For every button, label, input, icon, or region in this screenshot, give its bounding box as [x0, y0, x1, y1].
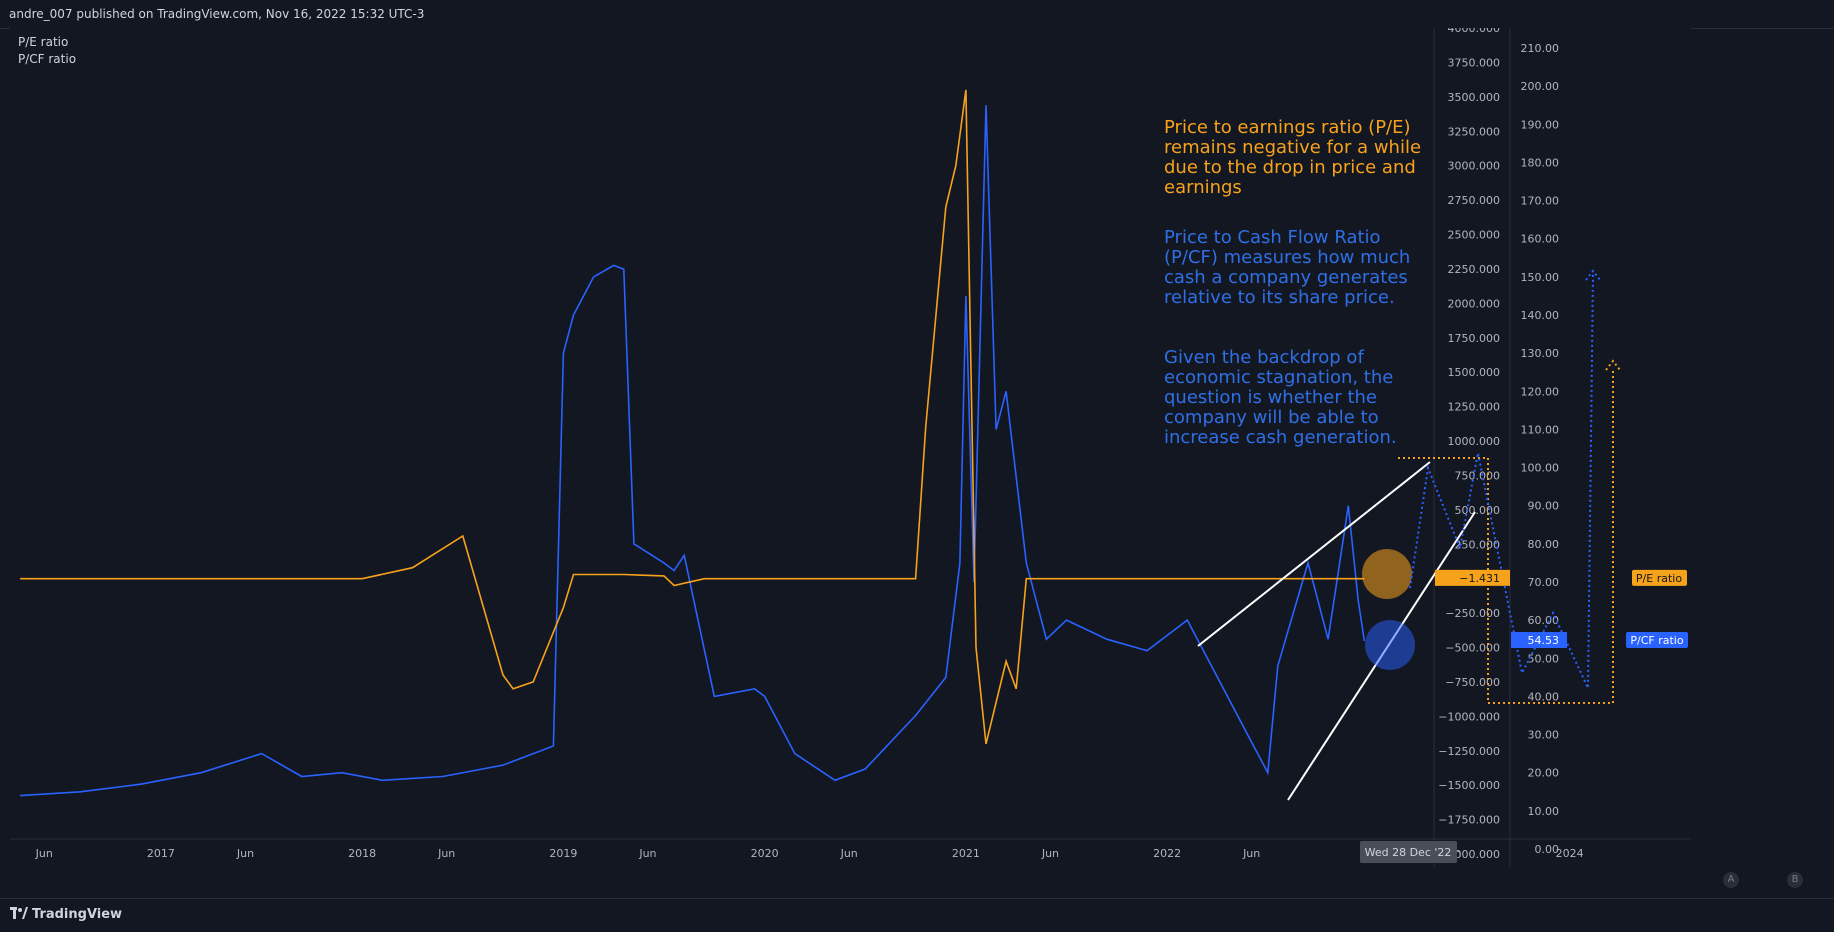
right-axis-tick-label: 190.00 — [1521, 118, 1560, 131]
right-axis-tick-label: 130.00 — [1521, 347, 1560, 360]
right-axis-tick-label: 60.00 — [1528, 614, 1560, 627]
left-axis-tick-label: −1000.000 — [1438, 710, 1500, 723]
x-axis-tick-label: Jun — [638, 847, 656, 860]
left-axis-tick-label: 4000.000 — [1448, 28, 1501, 35]
x-axis-tick-label: 2019 — [549, 847, 577, 860]
pe-value-badge: −1.431 — [1459, 572, 1500, 585]
right-axis-tick-label: 0.00 — [1535, 843, 1560, 856]
left-axis-tick-label: 2500.000 — [1448, 229, 1501, 242]
left-axis-tick-label: 3250.000 — [1448, 125, 1501, 138]
right-axis-tick-label: 30.00 — [1528, 729, 1560, 742]
left-axis-tick-label: −500.000 — [1445, 642, 1500, 655]
left-axis-tick-label: 500.000 — [1455, 504, 1501, 517]
pcf-series-label-bg — [1626, 632, 1688, 649]
left-axis-tick-label: 2250.000 — [1448, 263, 1501, 276]
x-axis-tick-label: 2024 — [1556, 847, 1584, 860]
left-axis-tick-label: −1750.000 — [1438, 814, 1500, 827]
series-line-pcf — [20, 105, 1366, 797]
annotation-pcf: Price to Cash Flow Ratio (P/CF) measures… — [1164, 227, 1411, 308]
highlight-circle-pe — [1362, 549, 1412, 599]
annotation-question: Given the backdrop of economic stagnatio… — [1164, 347, 1397, 448]
annotation-pe: Price to earnings ratio (P/E) remains ne… — [1164, 117, 1422, 198]
chart-area[interactable]: 4000.000 3750.000 3500.000 3250.000 3000.000… — [10, 28, 1691, 867]
crosshair-date-label: Wed 28 Dec '22 — [1365, 846, 1452, 859]
publish-header: andre_007 published on TradingView.com, … — [0, 0, 1834, 29]
legend-item-pcf[interactable]: P/CF ratio — [18, 52, 77, 66]
series-line-pe — [20, 89, 1365, 745]
pcf-series-label: P/CF ratio — [1630, 634, 1683, 647]
projection-path-pe — [1398, 368, 1614, 704]
right-axis-tick-label: 10.00 — [1528, 805, 1560, 818]
right-axis-tick-label: 200.00 — [1521, 80, 1560, 93]
left-axis-tick-label: 1250.000 — [1448, 401, 1501, 414]
left-axis-tick-label: −1250.000 — [1438, 745, 1500, 758]
right-axis-tick-label: 120.00 — [1521, 385, 1560, 398]
chart-svg[interactable]: 4000.000 3750.000 3500.000 3250.000 3000.000… — [10, 28, 1691, 867]
highlight-circle-pcf — [1365, 620, 1415, 670]
right-axis-tick-label: 40.00 — [1528, 690, 1560, 703]
right-axis-tick-label: 50.00 — [1528, 652, 1560, 665]
left-axis-tick-label: 2750.000 — [1448, 194, 1501, 207]
left-axis-tick-label: 750.000 — [1455, 469, 1501, 482]
brand-text: TradingView — [32, 907, 123, 922]
left-axis-tick-label: −1500.000 — [1438, 779, 1500, 792]
projection-arrowhead-pe — [1605, 359, 1621, 371]
x-axis-tick-label: 2017 — [147, 847, 175, 860]
left-axis-tick-label: 1750.000 — [1448, 332, 1501, 345]
right-axis-tick-label: 140.00 — [1521, 309, 1560, 322]
right-axis-tick-label: 100.00 — [1521, 462, 1560, 475]
left-axis-tick-label: 3750.000 — [1448, 56, 1501, 69]
x-axis-tick-label: Jun — [437, 847, 455, 860]
projection-path-pcf — [1409, 272, 1594, 689]
right-axis-tick-label: 20.00 — [1528, 767, 1560, 780]
left-axis-tick-label: 1000.000 — [1448, 435, 1501, 448]
tradingview-logo-icon — [10, 907, 28, 919]
crosshair-date-bg — [1360, 841, 1457, 863]
x-axis-tick-label: Jun — [35, 847, 53, 860]
trendline-upper — [1197, 461, 1431, 647]
projection-arrowhead-pcf — [1585, 269, 1601, 281]
x-axis-tick-label: Jun — [236, 847, 254, 860]
right-axis-tick-label: 80.00 — [1528, 538, 1560, 551]
left-axis-tick-label: 3500.000 — [1448, 91, 1501, 104]
publish-header-text: andre_007 published on TradingView.com, … — [9, 7, 425, 21]
left-axis-tick-label: 2000.000 — [1448, 297, 1501, 310]
legend: P/E ratio P/CF ratio — [18, 34, 76, 68]
left-axis-tick-label: 3000.000 — [1448, 160, 1501, 173]
right-axis-tick-label: 210.00 — [1521, 42, 1560, 55]
pcf-value-badge: 54.53 — [1528, 634, 1560, 647]
left-axis-tick-label: −250.000 — [1445, 607, 1500, 620]
x-axis-tick-label: 2021 — [952, 847, 980, 860]
x-axis-tick-label: Jun — [1041, 847, 1059, 860]
right-axis-tick-label: 90.00 — [1528, 500, 1560, 513]
x-axis-tick-label: 2018 — [348, 847, 376, 860]
pe-series-label: P/E ratio — [1636, 572, 1682, 585]
left-axis-tick-label: 1500.000 — [1448, 366, 1501, 379]
x-axis-tick-label: 2020 — [751, 847, 779, 860]
auto-scale-button-a[interactable]: A — [1723, 872, 1739, 888]
right-axis-tick-label: 180.00 — [1521, 156, 1560, 169]
x-axis-tick-label: Jun — [840, 847, 858, 860]
legend-item-pe[interactable]: P/E ratio — [18, 35, 69, 49]
auto-scale-button-b[interactable]: B — [1787, 872, 1803, 888]
right-axis-tick-label: 150.00 — [1521, 271, 1560, 284]
pcf-value-badge-bg — [1511, 632, 1567, 649]
footer: TradingView — [0, 898, 1834, 932]
pe-series-label-bg — [1632, 569, 1687, 586]
right-axis-tick-label: 110.00 — [1521, 423, 1560, 436]
right-axis-tick-label: 70.00 — [1528, 576, 1560, 589]
x-axis-tick-label: 2022 — [1153, 847, 1181, 860]
pe-value-badge-bg — [1435, 569, 1510, 586]
right-axis-tick-label: 170.00 — [1521, 195, 1560, 208]
x-axis-tick-label: Jun — [1242, 847, 1260, 860]
right-axis-tick-label: 160.00 — [1521, 233, 1560, 246]
tradingview-brand[interactable]: TradingView — [10, 907, 122, 922]
left-axis-tick-label: −750.000 — [1445, 676, 1500, 689]
